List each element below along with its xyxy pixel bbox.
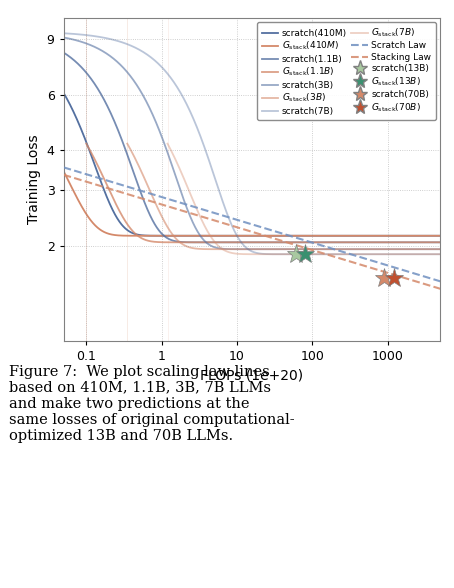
X-axis label: FLOPs (1e+20): FLOPs (1e+20) — [200, 369, 304, 383]
Y-axis label: Training Loss: Training Loss — [27, 135, 41, 224]
Legend: scratch(410M), $G_\mathrm{stack}$(410$M$), scratch(1.1B), $G_\mathrm{stack}$(1.1: scratch(410M), $G_\mathrm{stack}$(410$M$… — [257, 22, 436, 120]
Text: Figure 7:  We plot scaling law lines
based on 410M, 1.1B, 3B, 7B LLMs
and make t: Figure 7: We plot scaling law lines base… — [9, 365, 295, 443]
